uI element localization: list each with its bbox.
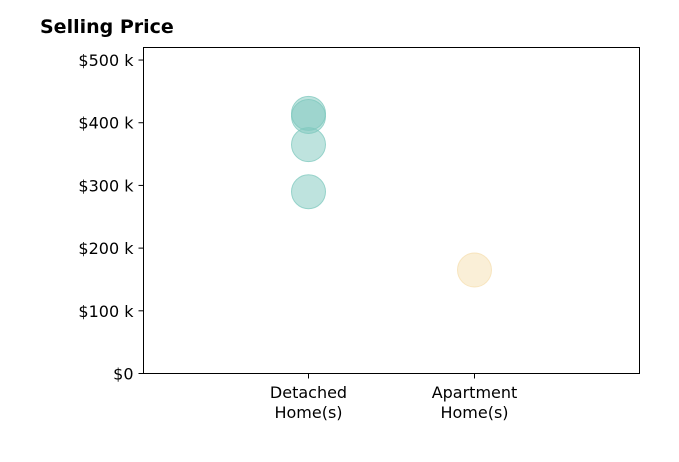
data-point: [457, 252, 492, 288]
data-point: [291, 174, 326, 210]
y-tick-label: $400 k: [78, 114, 134, 133]
x-tick-label: Detached Home(s): [270, 383, 347, 422]
y-tick-label: $300 k: [78, 176, 134, 195]
plot-frame: [143, 47, 640, 374]
y-tick-label: $500 k: [78, 51, 134, 70]
y-tick-label: $100 k: [78, 302, 134, 321]
points-layer: [291, 95, 492, 288]
x-axis: Detached Home(s) Apartment Home(s): [270, 373, 518, 422]
chart-title: Selling Price: [40, 16, 174, 38]
x-tick-label: Apartment Home(s): [432, 383, 518, 422]
data-point: [291, 95, 326, 131]
y-tick-label: $200 k: [78, 239, 134, 258]
y-axis: $0 $100 k $200 k $300 k $400 k $500 k: [78, 51, 144, 384]
y-tick-label: $0: [113, 365, 133, 384]
